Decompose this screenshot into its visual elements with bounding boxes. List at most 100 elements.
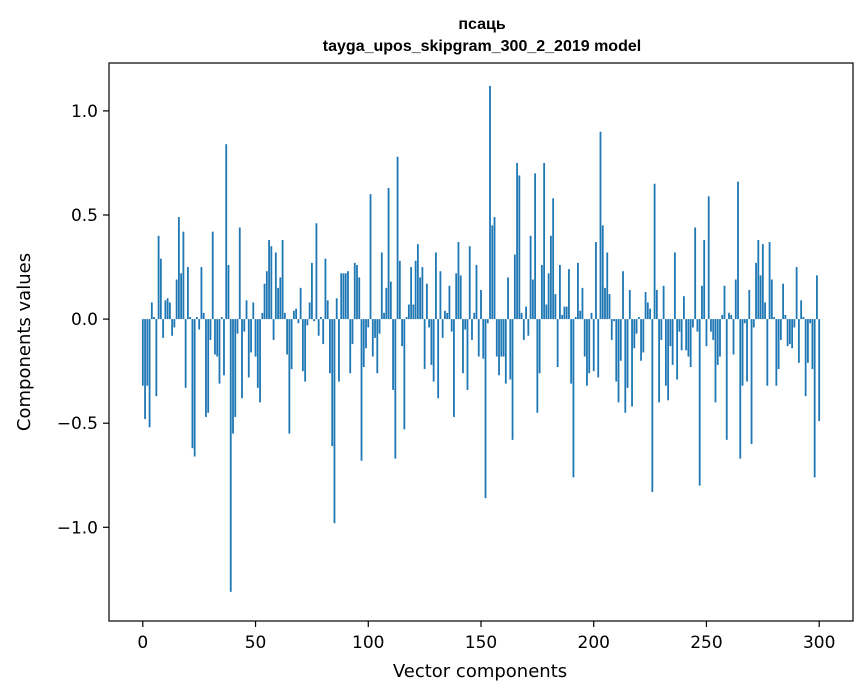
bar-109	[387, 187, 390, 320]
bar-series	[141, 85, 821, 592]
bar-151	[482, 319, 485, 359]
bar-18	[182, 231, 185, 320]
bar-282	[777, 319, 780, 370]
bar-290	[795, 267, 798, 320]
bar-69	[297, 319, 300, 324]
bar-243	[689, 319, 692, 367]
bar-300	[818, 319, 821, 422]
bar-132	[439, 271, 442, 320]
bar-181	[549, 235, 552, 320]
bar-139	[455, 273, 458, 320]
bar-90	[344, 273, 347, 320]
bar-57	[270, 246, 273, 320]
bar-116	[403, 319, 406, 430]
bar-23	[193, 319, 196, 457]
bar-149	[477, 319, 480, 357]
bar-228	[655, 289, 658, 320]
bar-60	[277, 287, 279, 320]
bar-44	[241, 319, 243, 399]
bar-33	[216, 319, 219, 357]
bar-120	[412, 304, 415, 320]
bar-255	[716, 319, 719, 365]
bar-265	[739, 319, 742, 459]
bar-262	[732, 319, 735, 355]
bar-7	[157, 235, 160, 320]
bar-143	[464, 319, 467, 330]
bar-172	[529, 235, 532, 320]
bar-245	[694, 227, 697, 320]
bar-249	[703, 239, 706, 320]
bar-170	[525, 306, 527, 320]
bar-19	[184, 319, 187, 388]
bar-26	[200, 267, 203, 320]
bar-287	[788, 319, 791, 345]
bar-236	[673, 252, 676, 320]
bar-96	[358, 277, 361, 320]
bar-84	[331, 319, 334, 447]
x-tick-label: 250	[690, 633, 722, 653]
bar-148	[475, 264, 478, 320]
bar-288	[791, 319, 794, 349]
bar-194	[579, 310, 582, 320]
bar-61	[279, 277, 282, 320]
bar-162	[507, 277, 509, 320]
bar-286	[786, 319, 789, 347]
bar-8	[159, 258, 162, 320]
bar-41	[234, 319, 237, 417]
bar-185	[559, 264, 561, 320]
x-tick-label: 50	[245, 633, 267, 653]
bar-129	[432, 319, 435, 382]
bar-105	[378, 319, 381, 334]
bar-142	[462, 319, 464, 374]
bar-190	[570, 319, 573, 384]
bar-197	[586, 319, 588, 386]
bar-112	[394, 319, 397, 459]
bar-226	[651, 319, 654, 492]
bar-36	[223, 319, 225, 376]
bar-28	[205, 319, 207, 417]
bar-169	[522, 319, 525, 340]
bar-81	[324, 258, 327, 320]
bar-111	[392, 319, 394, 390]
bar-17	[180, 273, 183, 320]
bar-74	[308, 302, 311, 320]
bar-121	[414, 260, 417, 320]
bar-122	[416, 244, 419, 320]
bar-160	[502, 319, 505, 357]
bar-189	[568, 269, 570, 320]
bar-89	[342, 273, 345, 320]
bar-237	[676, 319, 679, 380]
bar-250	[705, 319, 708, 347]
bar-253	[712, 319, 715, 340]
bar-230	[660, 319, 663, 340]
bar-212	[619, 319, 622, 361]
bar-52	[259, 319, 261, 403]
bar-49	[252, 302, 255, 320]
bar-59	[274, 252, 277, 320]
bar-130	[435, 252, 437, 320]
bar-261	[730, 314, 733, 320]
bar-91	[347, 271, 349, 320]
bar-248	[701, 285, 703, 320]
bar-92	[349, 319, 352, 374]
bar-213	[622, 271, 624, 320]
bar-166	[516, 162, 518, 320]
bar-27	[202, 312, 205, 320]
bar-182	[552, 198, 555, 320]
bar-258	[723, 285, 726, 320]
bar-42	[236, 319, 239, 334]
bar-67	[292, 310, 295, 320]
bar-125	[423, 319, 426, 370]
bar-191	[572, 319, 575, 478]
bar-278	[768, 242, 771, 320]
bar-174	[534, 173, 537, 320]
bar-276	[764, 302, 766, 320]
bar-138	[453, 319, 455, 417]
bar-168	[520, 312, 523, 320]
bar-292	[800, 300, 803, 320]
bar-198	[588, 319, 591, 374]
bar-14	[173, 319, 176, 328]
y-tick-label: −1.0	[57, 518, 98, 538]
bar-50	[254, 319, 257, 357]
